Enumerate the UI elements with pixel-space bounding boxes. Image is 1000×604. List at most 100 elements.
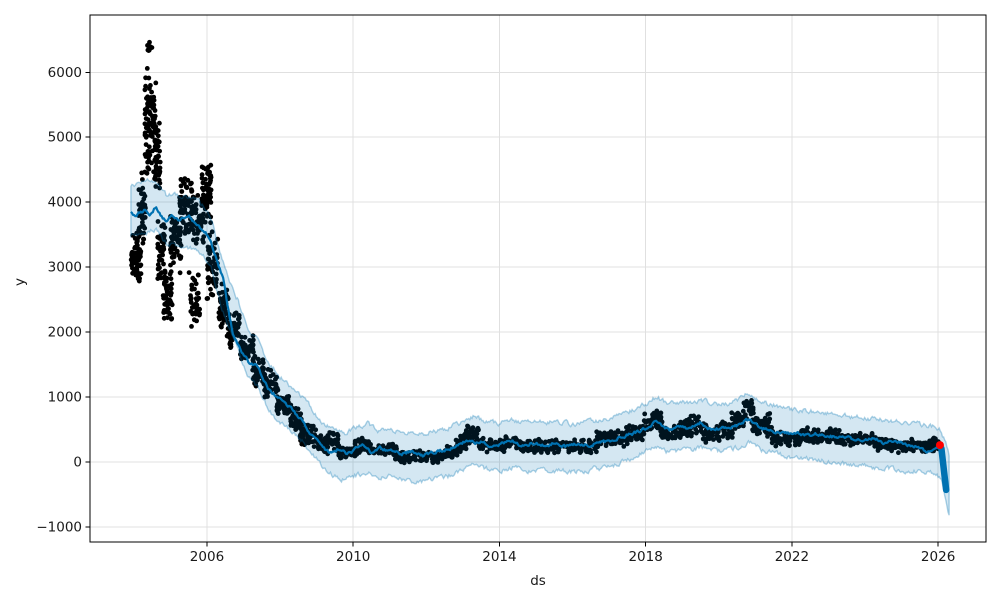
observed-point	[587, 447, 592, 453]
observed-point	[208, 220, 214, 226]
observed-point	[784, 437, 789, 443]
observed-point	[811, 440, 816, 445]
observed-point	[289, 421, 294, 427]
observed-point	[736, 412, 742, 417]
observed-point	[199, 172, 205, 178]
observed-point	[135, 238, 140, 244]
observed-point	[151, 118, 156, 124]
observed-point	[625, 426, 631, 432]
observed-point	[135, 246, 140, 252]
observed-point	[325, 433, 331, 439]
observed-point	[202, 219, 208, 225]
y-tick-label: 0	[73, 454, 82, 470]
observed-point	[327, 430, 333, 435]
observed-point	[602, 430, 607, 436]
observed-point	[253, 381, 259, 387]
observed-point	[449, 454, 455, 460]
observed-point	[836, 428, 842, 433]
observed-point	[753, 415, 759, 421]
observed-point	[179, 198, 184, 204]
observed-point	[239, 334, 244, 340]
observed-point	[138, 262, 144, 268]
observed-point	[201, 234, 207, 240]
observed-point	[412, 456, 418, 462]
observed-point	[158, 271, 164, 276]
observed-point	[132, 255, 137, 261]
observed-point	[480, 435, 486, 441]
observed-point	[544, 448, 549, 453]
observed-point	[151, 94, 157, 100]
observed-point	[189, 188, 195, 194]
observed-point	[159, 223, 165, 229]
observed-point	[877, 445, 883, 450]
observed-point	[716, 438, 722, 443]
observed-point	[270, 380, 275, 385]
observed-point	[356, 450, 362, 455]
observed-point	[218, 299, 224, 305]
observed-point	[873, 442, 879, 448]
observed-point	[493, 439, 498, 445]
observed-point	[848, 443, 853, 448]
observed-point	[177, 256, 183, 261]
observed-point	[140, 220, 145, 225]
observed-point	[284, 394, 290, 400]
observed-point	[155, 276, 161, 281]
observed-point	[153, 80, 159, 86]
observed-point	[184, 196, 190, 202]
observed-point	[147, 149, 152, 155]
axis-layer: 2006 2010 2014 2018 2022 2026 −1000 0 1000 2000 30…	[36, 14, 987, 565]
observed-point	[208, 286, 213, 292]
observed-point	[815, 427, 821, 433]
observed-point	[762, 415, 768, 421]
observed-point	[231, 313, 237, 318]
observed-point	[169, 316, 174, 322]
observed-point	[701, 432, 707, 437]
observed-point	[227, 341, 233, 347]
observed-point	[171, 224, 177, 230]
observed-point	[715, 429, 721, 435]
observed-point	[185, 202, 190, 208]
observed-point	[155, 219, 161, 224]
observed-point	[402, 455, 408, 461]
observed-point	[148, 130, 154, 136]
observed-point	[335, 442, 340, 447]
observed-point	[157, 120, 162, 126]
observed-point	[186, 270, 192, 275]
observed-point	[178, 183, 184, 189]
observed-point	[716, 434, 722, 440]
observed-point	[274, 374, 280, 380]
x-tick-label: 2018	[628, 549, 662, 565]
observed-point	[658, 416, 664, 422]
observed-point	[153, 124, 159, 130]
observed-point	[309, 439, 315, 445]
observed-point	[196, 218, 202, 224]
observed-point	[206, 256, 212, 262]
observed-point	[630, 424, 636, 430]
observed-point	[777, 437, 782, 443]
observed-point	[144, 106, 149, 112]
observed-point	[240, 340, 246, 346]
observed-point	[926, 440, 932, 446]
y-tick-label: −1000	[36, 519, 82, 535]
observed-point	[192, 277, 197, 283]
x-axis-label: ds	[530, 573, 546, 589]
observed-point	[743, 412, 748, 418]
observed-point	[177, 240, 183, 246]
observed-point	[742, 403, 748, 409]
observed-point	[552, 450, 557, 456]
observed-point	[191, 237, 196, 243]
observed-point	[406, 456, 412, 462]
observed-point	[134, 265, 140, 271]
observed-point	[193, 240, 199, 246]
observed-point	[206, 190, 212, 195]
observed-point	[261, 372, 267, 378]
observed-point	[142, 193, 148, 199]
observed-point	[225, 320, 231, 325]
observed-point	[361, 438, 367, 444]
observed-point	[293, 406, 299, 411]
observed-point	[219, 315, 225, 321]
observed-point	[153, 177, 159, 182]
observed-point	[653, 423, 659, 429]
forecast-line	[130, 206, 940, 458]
observed-point	[501, 449, 507, 455]
